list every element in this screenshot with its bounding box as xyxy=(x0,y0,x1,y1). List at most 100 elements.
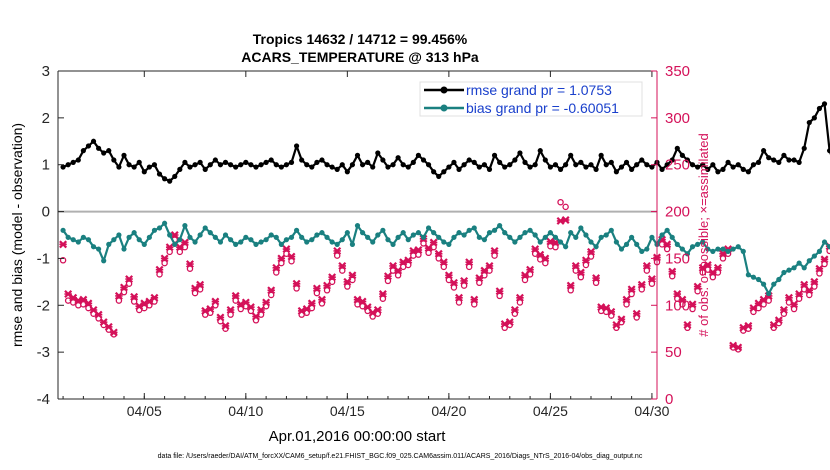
rmse-point xyxy=(710,162,716,168)
rmse-point xyxy=(65,162,71,168)
rmse-point xyxy=(629,166,635,172)
obs-possible-point xyxy=(323,287,331,294)
obs-possible-point xyxy=(130,298,138,305)
obs-assimilated-point xyxy=(343,277,352,286)
obs-assimilated-point xyxy=(703,261,712,269)
obs-possible-point xyxy=(552,243,559,251)
obs-possible-point xyxy=(420,240,427,247)
rmse-point xyxy=(639,157,645,163)
rmse-point xyxy=(344,169,350,175)
rmse-bias-series xyxy=(60,101,830,297)
obs-assimilated-point xyxy=(490,246,499,255)
obs-possible-point xyxy=(516,299,524,306)
rmse-point xyxy=(634,162,640,168)
obs-assimilated-point xyxy=(246,303,255,312)
bias-point xyxy=(243,234,249,240)
rmse-point xyxy=(507,162,513,168)
rmse-point xyxy=(177,166,183,172)
rmse-point xyxy=(75,157,81,163)
rmse-point xyxy=(243,159,249,165)
rmse-point xyxy=(542,157,548,163)
obs-assimilated-point xyxy=(312,284,321,293)
bias-point xyxy=(517,234,523,240)
rmse-point xyxy=(167,178,173,184)
axes: 04/05 04/10 04/15 04/20 04/25 04/30 -4 -3 -2 -1 0 1… xyxy=(37,63,690,419)
bias-point xyxy=(750,274,757,280)
bias-point xyxy=(766,290,772,297)
rmse-point xyxy=(695,164,701,170)
bias-point xyxy=(192,239,198,245)
bias-point xyxy=(136,237,142,243)
obs-possible-point xyxy=(313,289,321,297)
bias-point xyxy=(491,227,498,233)
bias-point xyxy=(710,248,716,254)
bias-point xyxy=(613,239,619,245)
obs-possible-point xyxy=(465,263,473,271)
obs-possible-point xyxy=(577,273,585,281)
bias-point xyxy=(689,244,696,250)
legend-box xyxy=(419,81,643,117)
bias-point xyxy=(740,248,746,254)
obs-assimilated-point xyxy=(165,243,174,252)
obs-assimilated-point xyxy=(455,293,464,302)
bias-point xyxy=(806,258,812,264)
obs-assimilated-point xyxy=(607,307,616,316)
obs-possible-point xyxy=(638,286,646,293)
bias-point xyxy=(720,246,726,252)
x-tick-label: 04/25 xyxy=(533,403,568,419)
obs-assimilated-point xyxy=(307,299,316,308)
rmse-point xyxy=(689,162,696,168)
rmse-point xyxy=(293,143,300,149)
obs-assimilated-point xyxy=(465,258,474,267)
rmse-point xyxy=(365,159,371,165)
bias-point xyxy=(547,230,553,236)
bias-point xyxy=(116,232,122,238)
bias-point xyxy=(370,239,376,245)
y-tick-label-right: 350 xyxy=(665,63,690,80)
rmse-point xyxy=(517,150,523,156)
bias-point xyxy=(415,230,422,236)
bias-point xyxy=(821,239,828,245)
y-tick-label-right: 250 xyxy=(665,157,690,174)
rmse-point xyxy=(207,162,213,168)
obs-possible-point xyxy=(440,263,448,271)
bias-point xyxy=(588,239,594,245)
obs-assimilated-point xyxy=(317,295,326,304)
obs-assimilated-point xyxy=(160,254,169,263)
bias-point xyxy=(573,234,579,240)
rmse-point xyxy=(598,152,604,158)
bias-point xyxy=(771,281,777,287)
bias-point xyxy=(339,237,345,243)
rmse-point xyxy=(547,164,553,170)
obs-assimilated-point xyxy=(434,249,443,258)
obs-assimilated-point xyxy=(713,263,722,272)
obs-assimilated-point xyxy=(328,273,337,282)
bias-point xyxy=(563,244,569,250)
obs-assimilated-point xyxy=(292,279,301,288)
x-tick-label: 04/30 xyxy=(634,403,669,419)
rmse-point xyxy=(578,159,584,165)
bias-point xyxy=(684,251,691,257)
obs-assimilated-point xyxy=(358,297,367,306)
rmse-point xyxy=(441,169,447,175)
bias-point xyxy=(486,230,493,236)
rmse-point xyxy=(278,164,284,170)
rmse-line xyxy=(62,102,830,183)
rmse-point xyxy=(456,166,462,172)
rmse-point xyxy=(491,152,498,158)
rmse-point xyxy=(212,157,218,163)
rmse-point xyxy=(309,164,315,170)
rmse-point xyxy=(431,169,437,175)
rmse-point xyxy=(202,166,208,172)
bias-point xyxy=(578,225,584,231)
y-axis-label-left: rmse and bias (model - observation) xyxy=(9,123,25,347)
bias-point xyxy=(248,237,254,243)
rmse-point xyxy=(222,159,229,165)
obs-assimilated-point xyxy=(668,267,677,276)
y-tick-label-left: 0 xyxy=(42,204,50,221)
bias-point xyxy=(542,234,548,240)
bias-point xyxy=(735,244,741,250)
bias-point xyxy=(314,232,320,238)
rmse-point xyxy=(263,159,269,165)
rmse-point xyxy=(370,164,376,170)
